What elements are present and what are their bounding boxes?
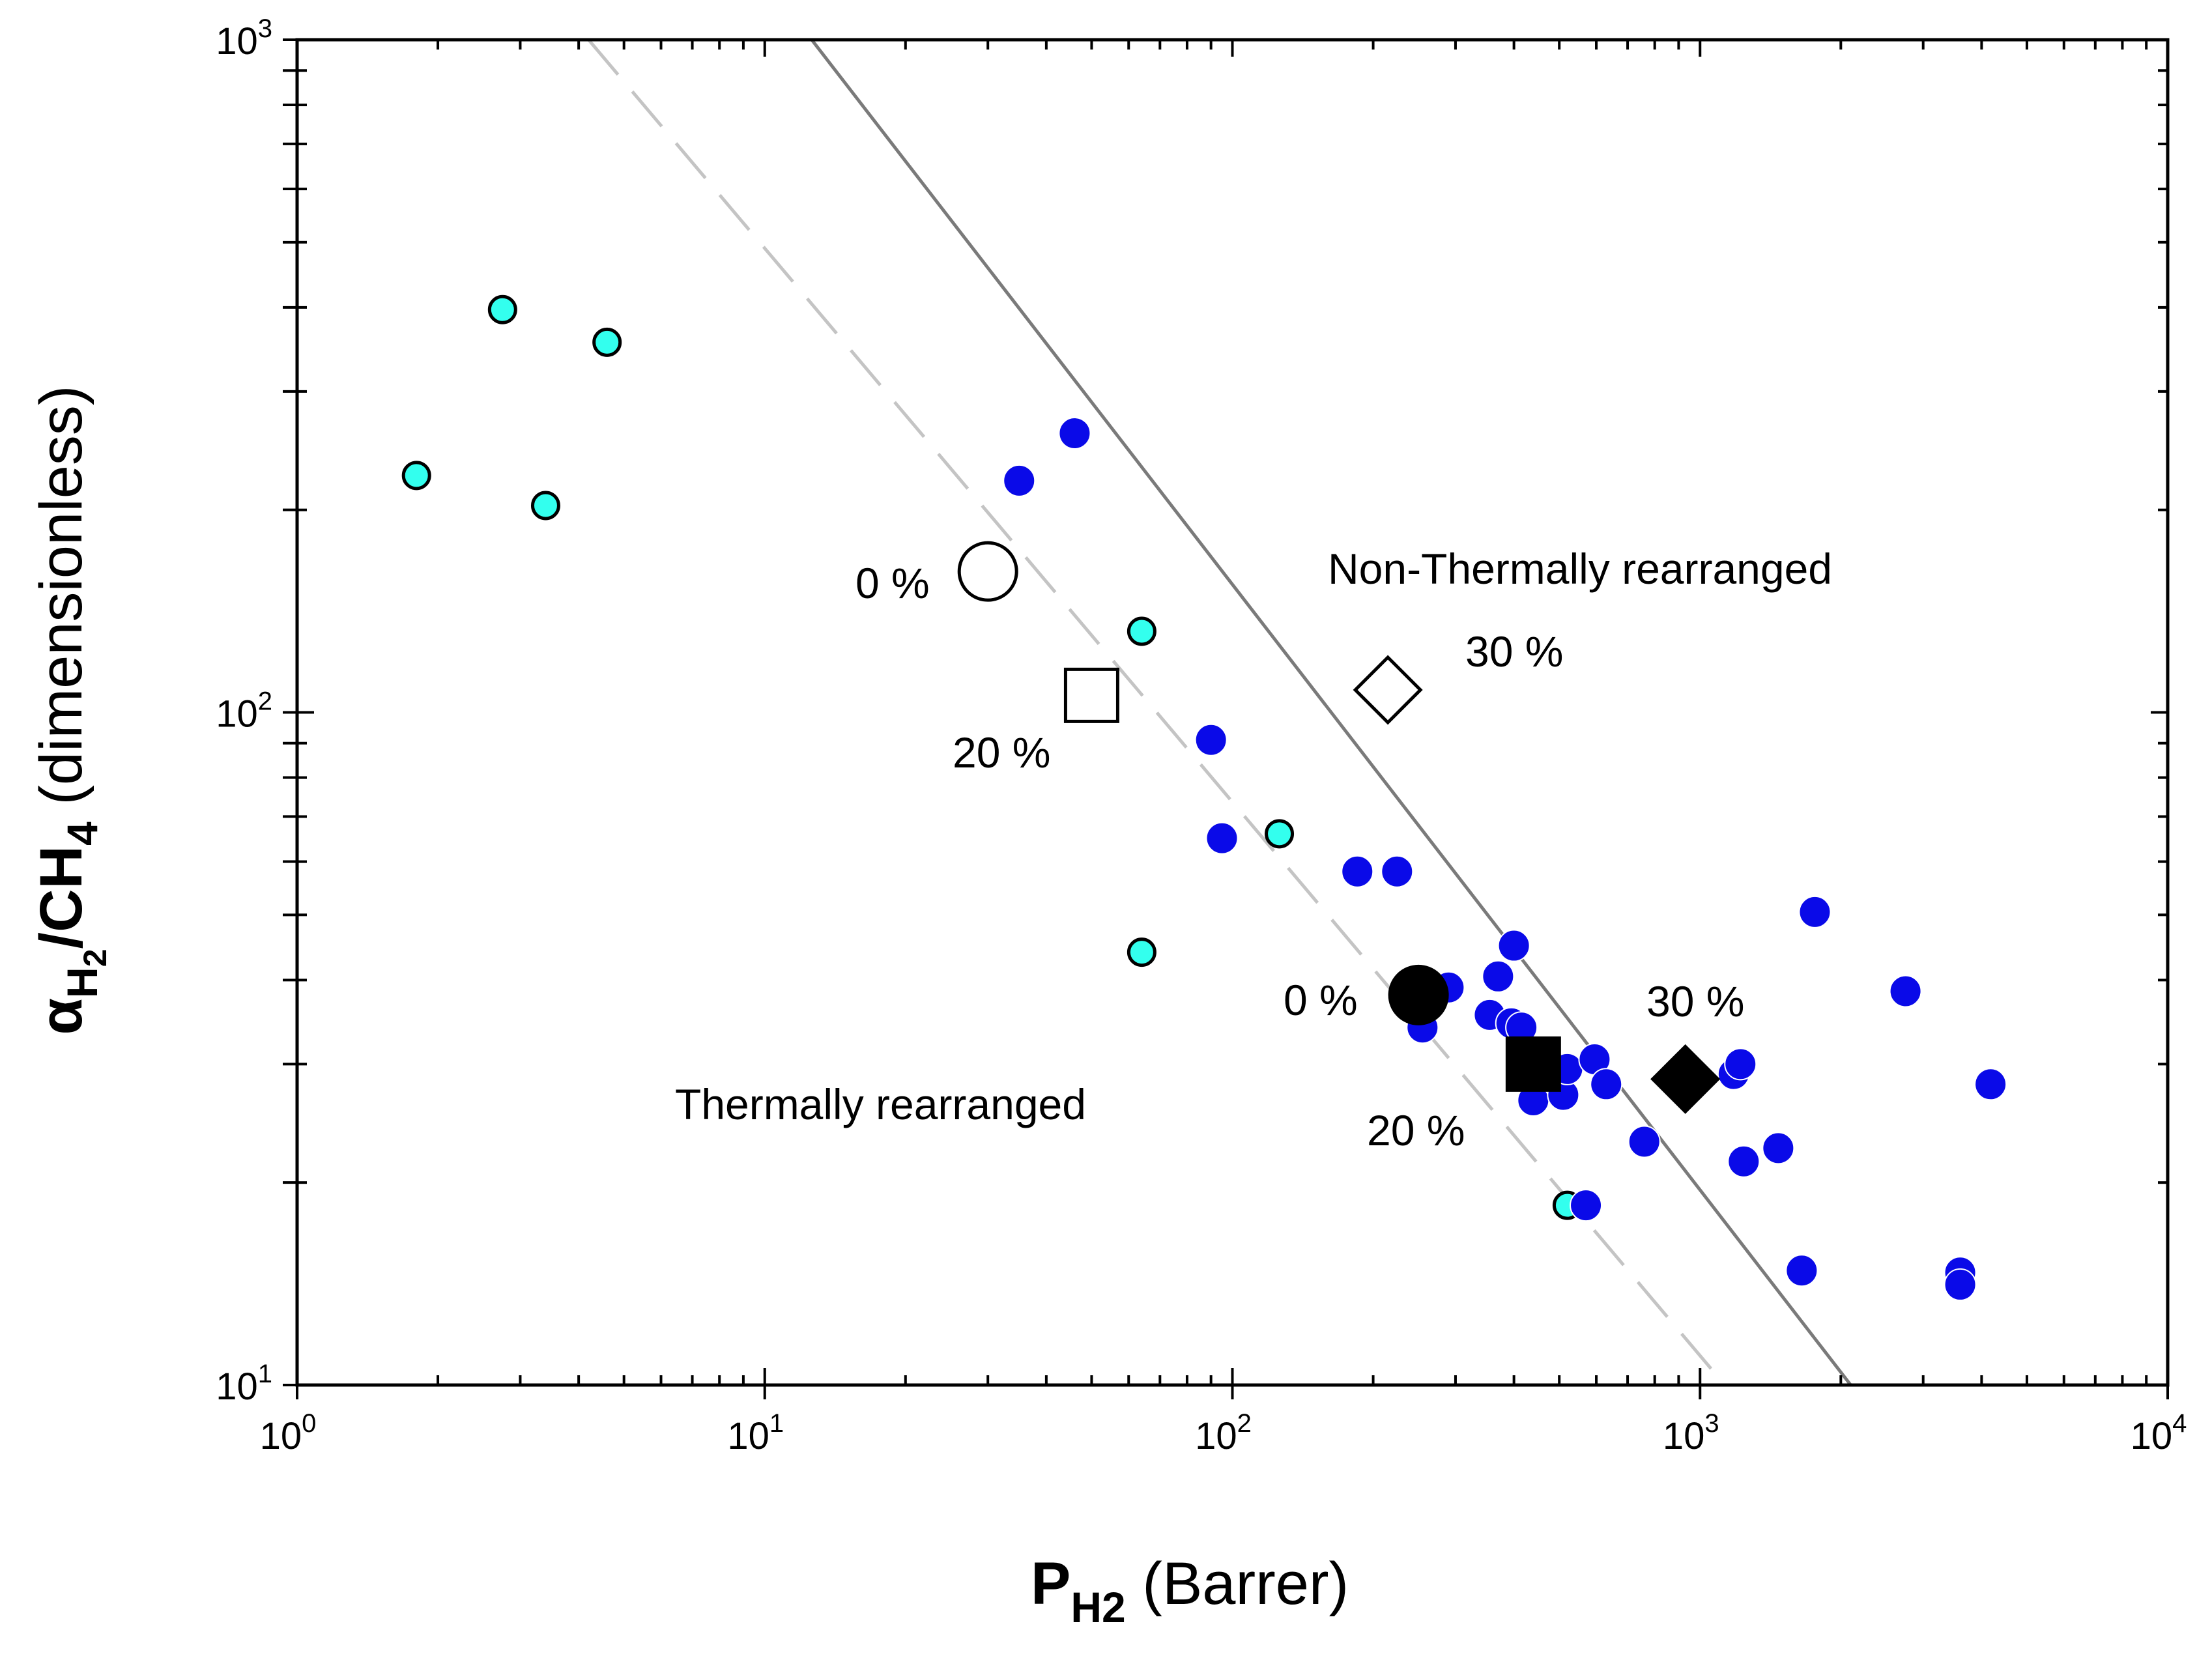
y-axis-title: αH2/CH4 (dimensionless) <box>28 385 113 1035</box>
blue-point <box>1570 1189 1603 1222</box>
filled-diamond-marker <box>1650 1044 1721 1114</box>
x-tick-label: 103 <box>1663 1409 1719 1457</box>
cyan-point <box>487 294 517 324</box>
blue-point <box>1785 1254 1818 1287</box>
blue-point <box>1341 855 1374 888</box>
blue-point <box>1798 895 1831 928</box>
filled-square-label: 20 % <box>1367 1106 1465 1154</box>
blue-point <box>1497 929 1530 962</box>
y-tick-label: 101 <box>216 1360 272 1408</box>
blue-point <box>1628 1125 1661 1158</box>
blue-point <box>1058 417 1091 450</box>
x-tick-label: 101 <box>727 1409 784 1457</box>
cyan-point <box>530 491 560 521</box>
blue-point <box>1724 1048 1757 1081</box>
x-tick-label: 102 <box>1195 1409 1252 1457</box>
blue-point <box>1590 1068 1623 1101</box>
cyan-point <box>401 461 431 491</box>
cyan-point <box>1265 819 1295 849</box>
filled-circle-label: 0 % <box>1284 976 1358 1024</box>
plot-frame <box>295 38 2170 1387</box>
plot-area <box>297 40 2168 1385</box>
cyan-point <box>1127 937 1156 967</box>
cyan-point <box>592 327 622 357</box>
blue-point <box>1482 960 1515 993</box>
filled-square-marker <box>1505 1036 1561 1092</box>
blue-point <box>1381 855 1414 888</box>
x-axis-title: PH2 (Barrer) <box>1031 1551 1349 1631</box>
non-thermally-rearranged-label: Non-Thermally rearranged <box>1328 545 1832 593</box>
x-tick-label: 100 <box>260 1409 317 1457</box>
open-diamond-marker <box>1353 655 1423 725</box>
open-circle-marker <box>957 541 1018 602</box>
filled-circle-marker <box>1388 964 1449 1025</box>
blue-point <box>1762 1132 1795 1165</box>
x-tick-label: 104 <box>2131 1409 2187 1457</box>
blue-point <box>1194 723 1228 756</box>
cyan-series <box>401 294 1582 1220</box>
bound-lines <box>587 38 1852 1386</box>
blue-point <box>1205 822 1239 855</box>
y-tick-label: 103 <box>216 14 272 63</box>
cyan-point <box>1127 616 1156 646</box>
filled-diamond-label: 30 % <box>1646 977 1744 1025</box>
lower-bound-dashed-line <box>587 38 1727 1386</box>
y-tick-label: 102 <box>216 687 272 736</box>
blue-point <box>1727 1145 1760 1178</box>
upper-bound-solid-line <box>810 38 1852 1386</box>
open-square-label: 20 % <box>953 728 1050 777</box>
open-circle-label: 0 % <box>855 559 930 607</box>
highlight-markers <box>957 541 1721 1114</box>
thermally-rearranged-label: Thermally rearranged <box>675 1080 1086 1128</box>
blue-point <box>1974 1068 2007 1101</box>
blue-point <box>1944 1268 1977 1301</box>
open-square-marker <box>1063 667 1119 723</box>
blue-point <box>1889 975 1922 1008</box>
open-diamond-label: 30 % <box>1465 627 1563 676</box>
blue-point <box>1003 464 1036 497</box>
